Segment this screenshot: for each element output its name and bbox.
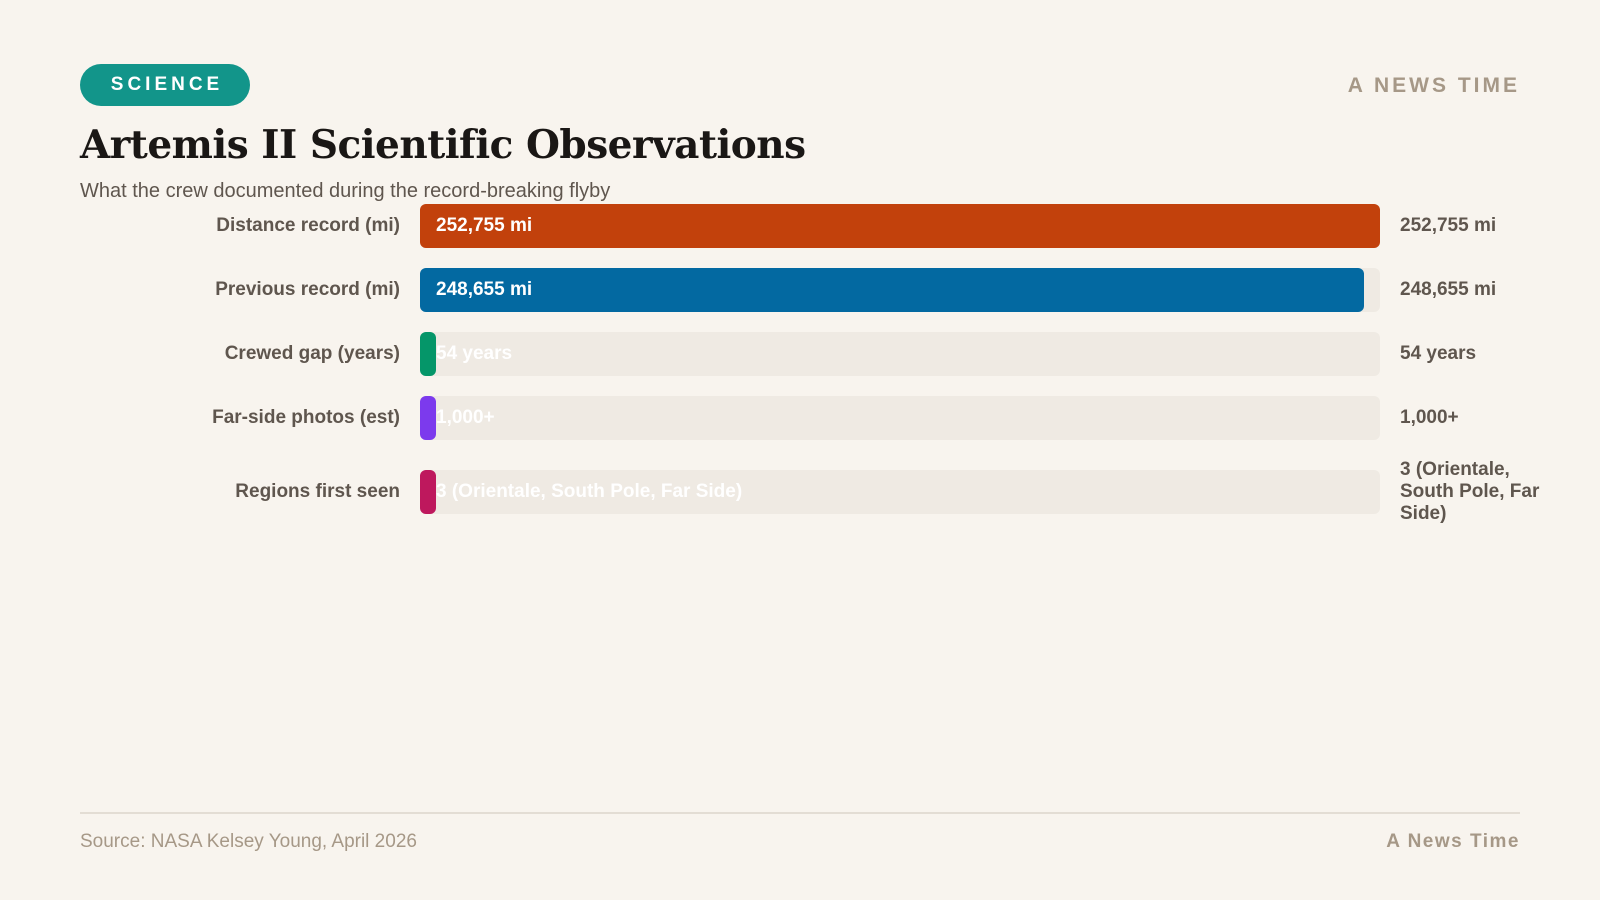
bar-track — [420, 470, 1380, 514]
bar-value-label: 54 years — [1400, 343, 1477, 364]
footer-brand: A News Time — [1386, 831, 1520, 852]
bar — [420, 204, 1380, 248]
chart-subtitle: What the crew documented during the reco… — [80, 180, 611, 202]
category-label: Previous record (mi) — [215, 279, 400, 300]
bar-value-label: 3 (Orientale, South Pole, Far Side) — [1400, 459, 1540, 524]
bar — [420, 470, 436, 514]
bar-inner-label: 3 (Orientale, South Pole, Far Side) — [436, 481, 743, 502]
bar-value-label: 252,755 mi — [1400, 215, 1497, 236]
source-note: Source: NASA Kelsey Young, April 2026 — [80, 831, 417, 852]
category-label: Regions first seen — [235, 481, 400, 502]
bar-chart: Distance record (mi) 252,755 mi 252,755 mi… — [212, 204, 1540, 524]
bar — [420, 268, 1365, 312]
bar-track — [420, 396, 1380, 440]
bar-value-label: 1,000+ — [1400, 407, 1459, 428]
bar — [420, 332, 436, 376]
category-label: Far-side photos (est) — [212, 407, 400, 428]
footer-divider — [80, 812, 1520, 814]
bar-inner-label: 1,000+ — [436, 407, 495, 428]
bar-inner-label: 252,755 mi — [436, 215, 533, 236]
bar — [420, 396, 436, 440]
category-badge: SCIENCE — [80, 64, 250, 106]
bar-value-label: 248,655 mi — [1400, 279, 1497, 300]
chart-title: Artemis II Scientific Observations — [80, 122, 806, 168]
bar-inner-label: 54 years — [436, 343, 513, 364]
bar-inner-label: 248,655 mi — [436, 279, 533, 300]
category-label: Crewed gap (years) — [224, 343, 400, 364]
category-label: SCIENCE — [110, 74, 224, 95]
bar-track — [420, 332, 1380, 376]
brand-logo-text: A NEWS TIME — [1347, 74, 1520, 97]
category-label: Distance record (mi) — [216, 215, 400, 236]
